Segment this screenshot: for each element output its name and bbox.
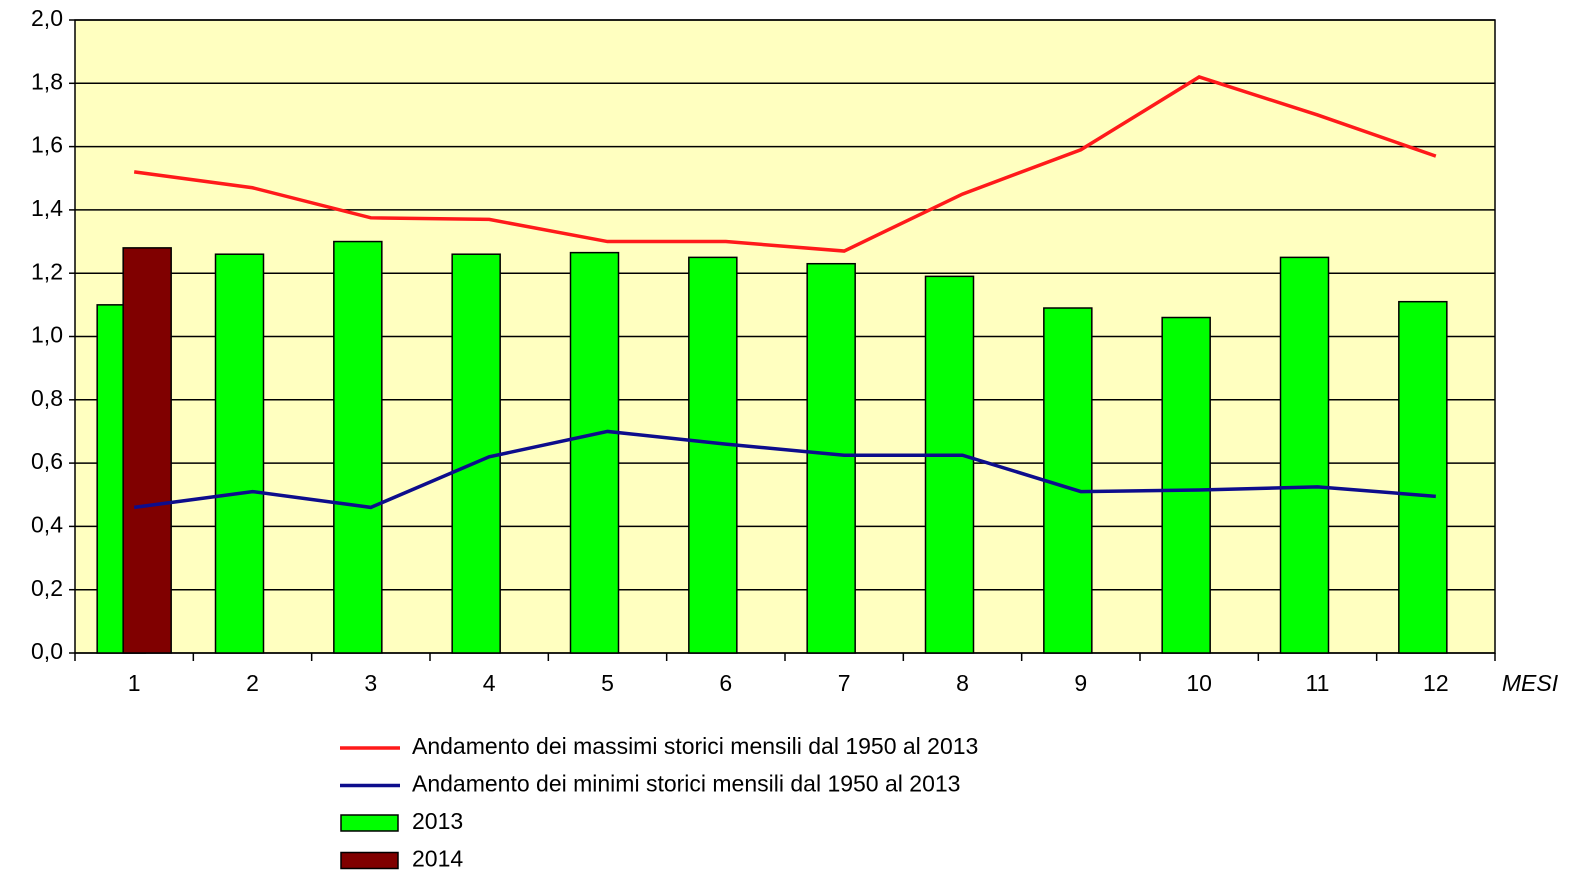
x-axis-label: MESI [1502, 670, 1559, 696]
y-tick-label: 0,8 [31, 385, 63, 411]
bar [806, 262, 856, 654]
bar [451, 253, 501, 654]
y-tick-label: 2,0 [31, 5, 63, 31]
legend-label: Andamento dei minimi storici mensili dal… [412, 771, 960, 797]
x-tick-label: 3 [364, 670, 377, 696]
y-tick-label: 0,2 [31, 575, 63, 601]
x-tick-label: 6 [719, 670, 732, 696]
y-tick-label: 1,0 [31, 322, 63, 348]
bar [333, 240, 383, 654]
legend-label: 2013 [412, 808, 463, 834]
legend-swatch [340, 851, 399, 870]
y-tick-label: 1,6 [31, 132, 63, 158]
x-tick-label: 7 [838, 670, 851, 696]
line [133, 75, 1437, 253]
y-tick-label: 1,2 [31, 258, 63, 284]
bar [688, 256, 738, 654]
legend-label: Andamento dei massimi storici mensili da… [412, 733, 978, 759]
bar [214, 253, 265, 654]
legend-swatch [340, 814, 399, 832]
x-tick-label: 9 [1074, 670, 1087, 696]
x-tick-label: 12 [1423, 670, 1449, 696]
x-tick-label: 2 [246, 670, 259, 696]
x-tick-label: 4 [483, 670, 496, 696]
y-tick-label: 0,6 [31, 448, 63, 474]
x-tick-label: 10 [1186, 670, 1212, 696]
bar [1279, 256, 1330, 654]
y-tick-label: 1,4 [31, 195, 63, 221]
legend-label: 2014 [412, 846, 463, 872]
y-tick-label: 1,8 [31, 68, 63, 94]
x-tick-label: 11 [1306, 670, 1330, 696]
x-tick-label: 1 [128, 670, 141, 696]
line [133, 429, 1436, 510]
bar [122, 247, 172, 654]
bar [569, 251, 620, 654]
bar [924, 275, 975, 654]
bar [1398, 300, 1448, 654]
x-tick-label: 8 [956, 670, 969, 696]
bar [1043, 307, 1093, 654]
x-tick-label: 5 [601, 670, 614, 696]
bar [1161, 316, 1211, 654]
y-tick-label: 0,4 [31, 511, 63, 537]
y-tick-label: 0,0 [31, 638, 63, 664]
